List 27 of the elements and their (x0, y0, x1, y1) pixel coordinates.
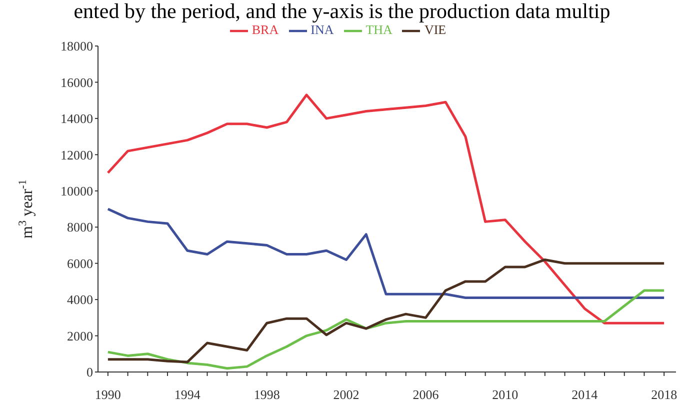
x-tick-label: 1994 (174, 387, 201, 402)
legend-label: INA (310, 22, 334, 37)
y-tick-label: 4000 (67, 292, 93, 308)
legend-label: BRA (252, 22, 279, 37)
x-tick-label: 2018 (651, 387, 678, 402)
y-tick-label: 0 (86, 364, 93, 380)
y-tick-label: 12000 (60, 147, 93, 162)
y-tick-label: 14000 (60, 111, 93, 126)
y-tick-label: 18000 (60, 38, 93, 54)
text: ented by the period, and the y-axis is the production data multip (72, 0, 612, 23)
x-tick-label: 2010 (492, 387, 518, 402)
line-series (106, 289, 666, 370)
y-tick-label: 10000 (60, 184, 93, 199)
y-tick-label: 6000 (67, 256, 93, 271)
line-series (106, 208, 666, 299)
y-tick-label: 2000 (67, 328, 93, 344)
line-series (106, 94, 666, 324)
x-tick-label: 1998 (254, 387, 280, 402)
legend-label: THA (366, 22, 392, 37)
x-tick-label: 2002 (333, 387, 360, 402)
x-tick-label: 2014 (572, 387, 598, 402)
legend-label: VIE (424, 22, 446, 37)
x-tick-label: 2006 (412, 387, 440, 402)
line-series (106, 258, 666, 364)
x-tick-label: 1990 (94, 387, 121, 402)
y-tick-label: 8000 (67, 220, 93, 235)
y-tick-label: 16000 (60, 74, 93, 90)
